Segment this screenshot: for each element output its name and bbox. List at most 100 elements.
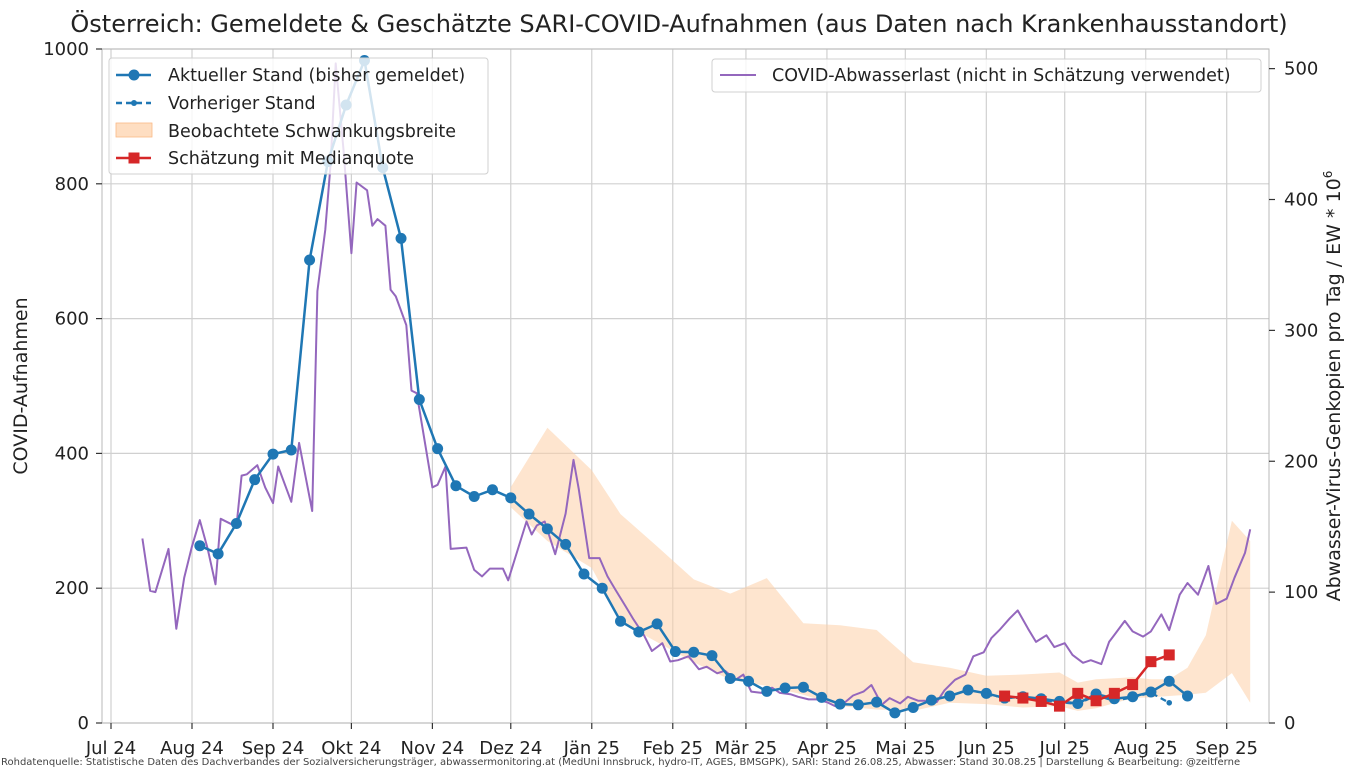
aktueller-stand-point (541, 523, 553, 535)
aktueller-stand-point (925, 694, 937, 706)
aktueller-stand-point (706, 650, 718, 662)
y-tick-label-left: 0 (78, 713, 89, 734)
aktueller-stand-point (1182, 690, 1194, 702)
vorheriger-stand-point (1148, 689, 1154, 696)
schaetzung-point (999, 690, 1011, 702)
x-tick-label: Sep 25 (1195, 738, 1258, 759)
vorheriger-stand-point (1166, 699, 1173, 706)
aktueller-stand-point (743, 675, 755, 687)
x-tick-label: Nov 24 (401, 738, 465, 759)
band-layer (510, 427, 1251, 711)
aktueller-stand-point (413, 393, 425, 405)
x-tick-label: Feb 25 (643, 738, 704, 759)
vorheriger-stand-point (1129, 694, 1136, 701)
aktueller-stand-point (212, 548, 224, 560)
legend-swatch-band (115, 122, 153, 138)
aktueller-stand-point (249, 474, 261, 486)
aktueller-stand-point (779, 682, 791, 694)
aktueller-stand-point (596, 582, 608, 594)
schaetzung-point (1017, 692, 1029, 704)
abwasser-line (141, 62, 1252, 707)
aktueller-stand-point (505, 492, 517, 504)
aktueller-stand-point (688, 646, 700, 658)
aktueller-stand-point (304, 254, 316, 266)
aktueller-stand-point (230, 517, 242, 529)
y-tick-label-left: 800 (55, 174, 89, 195)
legend-label-schaetzung: Schätzung mit Medianquote (168, 149, 414, 169)
legend-marker-schaetzung (128, 152, 140, 164)
x-tick-label: Jun 25 (957, 738, 1015, 759)
chart-title: Österreich: Gemeldete & Geschätzte SARI-… (70, 9, 1287, 38)
aktueller-stand-point (852, 699, 864, 711)
aktueller-stand-point (889, 707, 901, 719)
y-tick-label-right: 0 (1284, 713, 1295, 734)
y-axis-label-right-text: Abwasser-Virus-Genkopien pro Tag / EW * … (1323, 178, 1345, 601)
legend-marker-aktuell (128, 69, 140, 81)
legend-label-aktuell: Aktueller Stand (bisher gemeldet) (168, 66, 465, 86)
legend-left-box (108, 57, 489, 175)
schaetzung-point (1127, 679, 1139, 691)
axis-layer: Jul 24 Aug 24 Sep 24 Okt 24 Nov 24 Dez 24 Jän … (43, 39, 1318, 759)
aktueller-stand-point (194, 540, 206, 552)
legend-label-abwasser: COVID-Abwasserlast (nicht in Schätzung v… (772, 66, 1231, 86)
aktueller-stand-point (615, 615, 627, 627)
aktueller-stand-point (871, 696, 883, 708)
aktueller-stand-point (468, 491, 480, 503)
schaetzung-point (1053, 700, 1065, 712)
y-tick-label-right: 300 (1284, 320, 1318, 341)
aktueller-stand-point (797, 681, 809, 693)
x-tick-label: Jän 25 (563, 738, 620, 759)
aktueller-stand-point (432, 443, 444, 455)
x-tick-label: Okt 24 (321, 738, 381, 759)
schaetzung-point (1090, 695, 1102, 707)
legend-entry-schaetzung: Schätzung mit Medianquote (116, 149, 414, 169)
aktueller-stand-point (285, 444, 297, 456)
schaetzung-point (1145, 656, 1157, 668)
source-note: Rohdatenquelle: Statistische Daten des D… (1, 757, 1240, 768)
legend-label-band: Beobachtete Schwankungsbreite (168, 122, 456, 142)
y-tick-label-left: 200 (55, 578, 89, 599)
aktueller-stand-point (1163, 675, 1175, 687)
aktueller-stand-point (834, 698, 846, 710)
schwankungsbreite-band (510, 427, 1251, 711)
vorheriger-stand-point (1111, 697, 1118, 704)
x-tick-label: Dez 24 (479, 738, 542, 759)
schaetzung-line (1004, 653, 1170, 708)
schaetzung-point (1108, 687, 1120, 699)
aktueller-stand-point (523, 508, 535, 520)
marker-layer (194, 54, 1194, 719)
vorheriger-stand-point (983, 691, 990, 698)
legend-right-box (711, 58, 1262, 93)
legend-label-vorherig: Vorheriger Stand (168, 94, 316, 114)
y-tick-label-right: 100 (1284, 582, 1318, 603)
x-tick-label: Jul 25 (1039, 738, 1090, 759)
y-tick-label-right: 400 (1284, 190, 1318, 211)
vorheriger-stand-point (1074, 701, 1081, 707)
legend-right: COVID-Abwasserlast (nicht in Schätzung v… (711, 58, 1262, 93)
x-tick-label: Aug 25 (1114, 738, 1178, 759)
y-axis-label-right: Abwasser-Virus-Genkopien pro Tag / EW * … (1321, 171, 1345, 602)
aktueller-stand-point (944, 690, 956, 702)
legend-entry-aktuell: Aktueller Stand (bisher gemeldet) (116, 66, 465, 86)
aktueller-stand-point (486, 484, 498, 496)
y-axis-label-right-exponent: 6 (1321, 171, 1335, 179)
aktueller-stand-point (816, 691, 828, 703)
legend-entry-vorherig: Vorheriger Stand (116, 94, 316, 114)
y-tick-label-right: 500 (1284, 59, 1318, 80)
y-axis-label-left: COVID-Aufnahmen (10, 297, 32, 474)
aktueller-stand-point (962, 684, 974, 696)
aktueller-stand-point (761, 685, 773, 697)
y-tick-label-right: 200 (1284, 451, 1318, 472)
aktueller-stand-point (450, 480, 462, 492)
schaetzung-point (1035, 695, 1047, 707)
schaetzung-point (1163, 649, 1175, 661)
x-tick-label: Apr 25 (797, 738, 857, 759)
aktueller-stand-point (669, 646, 681, 658)
aktueller-stand-point (724, 673, 736, 685)
x-tick-label: Aug 24 (160, 738, 224, 759)
y-tick-label-left: 600 (55, 309, 89, 330)
aktueller-stand-point (633, 626, 645, 638)
x-tick-label: Sep 24 (242, 738, 305, 759)
x-tick-label: Mai 25 (875, 738, 935, 759)
